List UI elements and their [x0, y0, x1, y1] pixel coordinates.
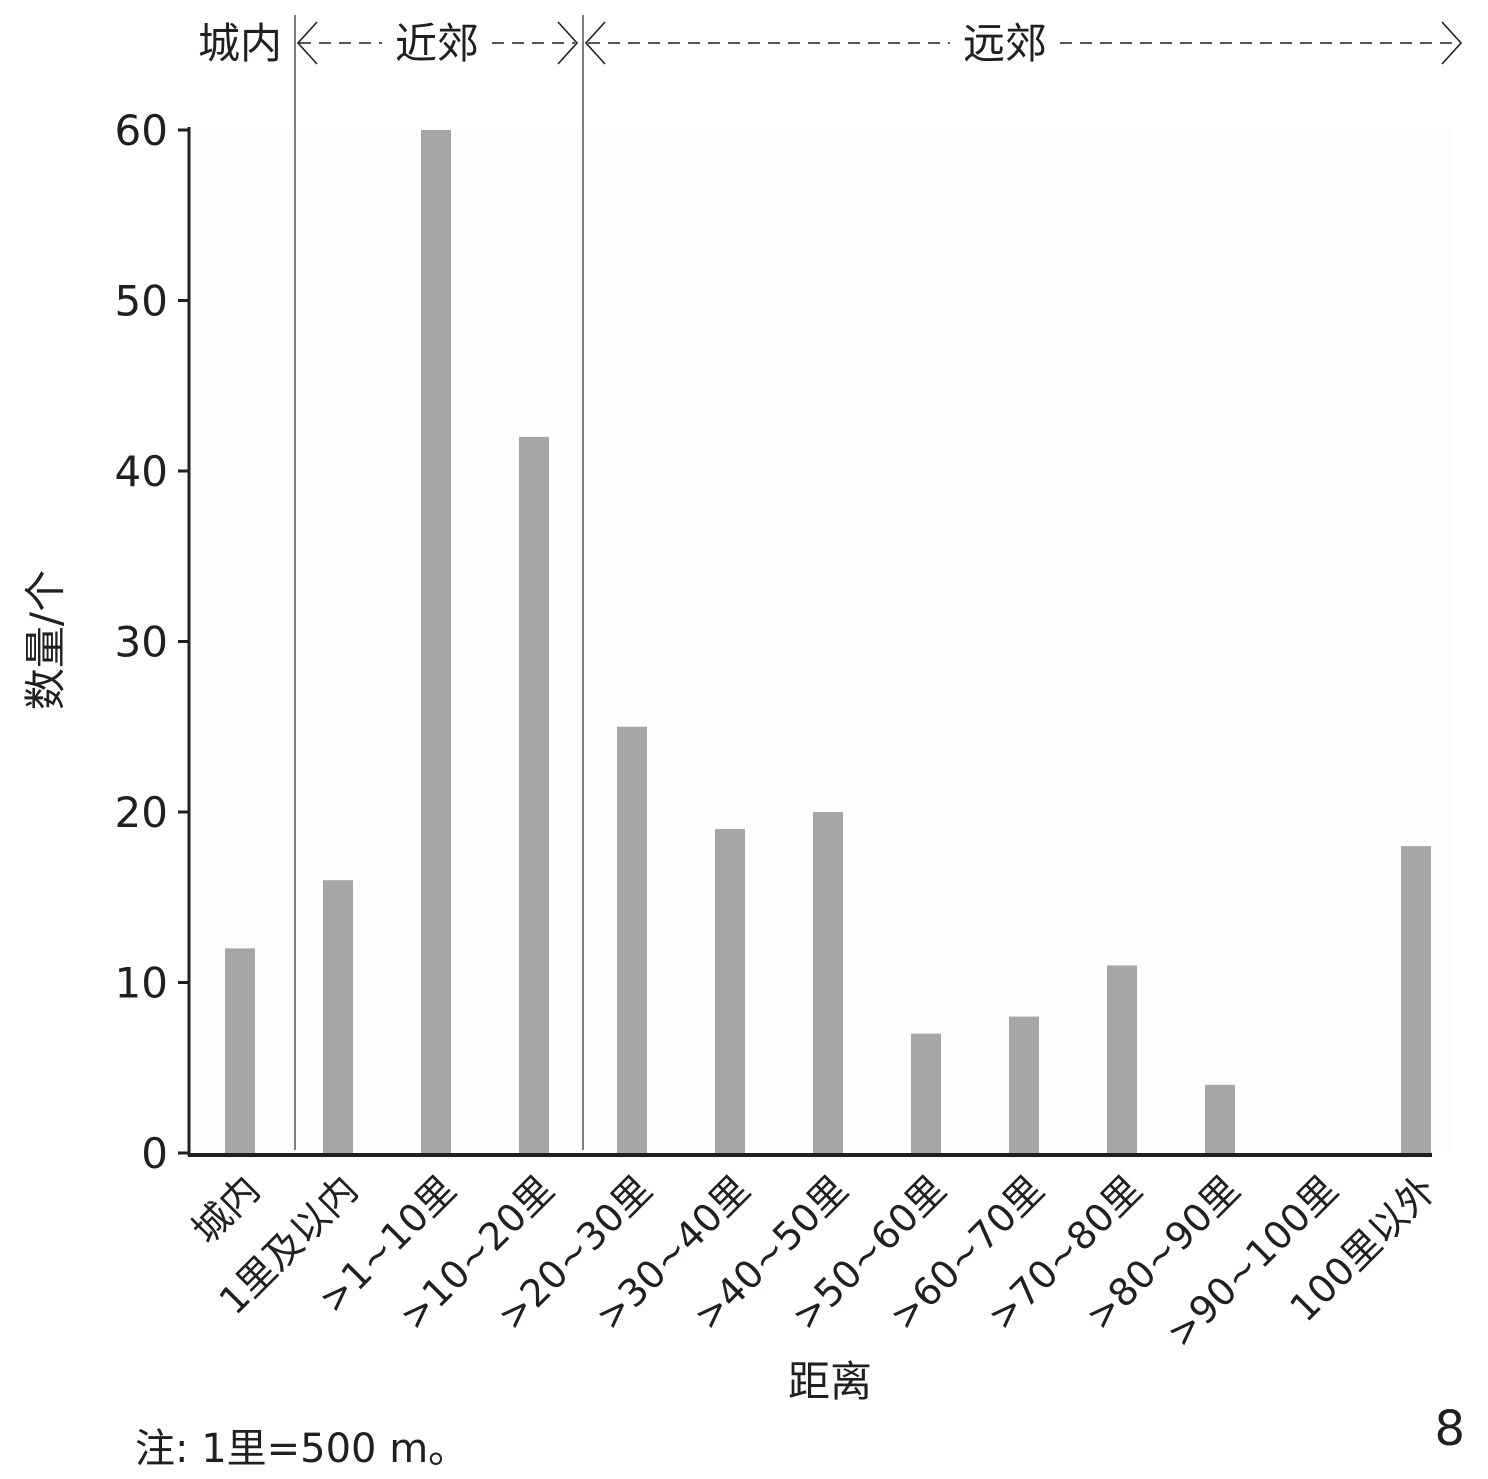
bar-12: [1401, 846, 1431, 1153]
bar-5: [715, 829, 745, 1153]
bar-1: [323, 880, 353, 1153]
region-label-near: 近郊: [395, 19, 479, 68]
bar-2: [421, 130, 451, 1153]
footnote: 注: 1里=500 m。: [135, 1426, 468, 1472]
y-tick-label-4: 40: [115, 447, 168, 496]
bar-7: [911, 1033, 941, 1153]
bar-0: [225, 948, 255, 1153]
y-ticks-group: 0 10 20 30 40 50 60: [115, 106, 190, 1178]
region-arrow-far: [584, 21, 1463, 65]
region-arrow-near: [296, 21, 579, 65]
y-tick-label-2: 20: [115, 788, 168, 837]
bar-8: [1009, 1016, 1039, 1153]
bars-group: [225, 130, 1431, 1153]
bar-4: [617, 726, 647, 1153]
y-tick-label-6: 60: [115, 106, 168, 155]
bar-10: [1205, 1084, 1235, 1153]
bar-9: [1107, 965, 1137, 1153]
y-axis-title: 数量/个: [21, 570, 70, 710]
x-tick-label-0: 城内: [184, 1167, 269, 1252]
y-tick-label-0: 0: [141, 1129, 168, 1178]
y-tick-label-5: 50: [115, 277, 168, 326]
y-tick-label-3: 30: [115, 618, 168, 667]
region-label-far: 远郊: [963, 19, 1047, 68]
x-labels-group: 城内1里及以内>1~10里>10~20里>20~30里>30~40里>40~50…: [184, 1167, 1445, 1355]
figure-number: 8: [1434, 1401, 1465, 1457]
bar-3: [519, 436, 549, 1153]
x-axis-title: 距离: [788, 1357, 872, 1406]
bar-6: [813, 812, 843, 1153]
region-label-city: 城内: [198, 19, 282, 68]
y-tick-label-1: 10: [115, 959, 168, 1008]
